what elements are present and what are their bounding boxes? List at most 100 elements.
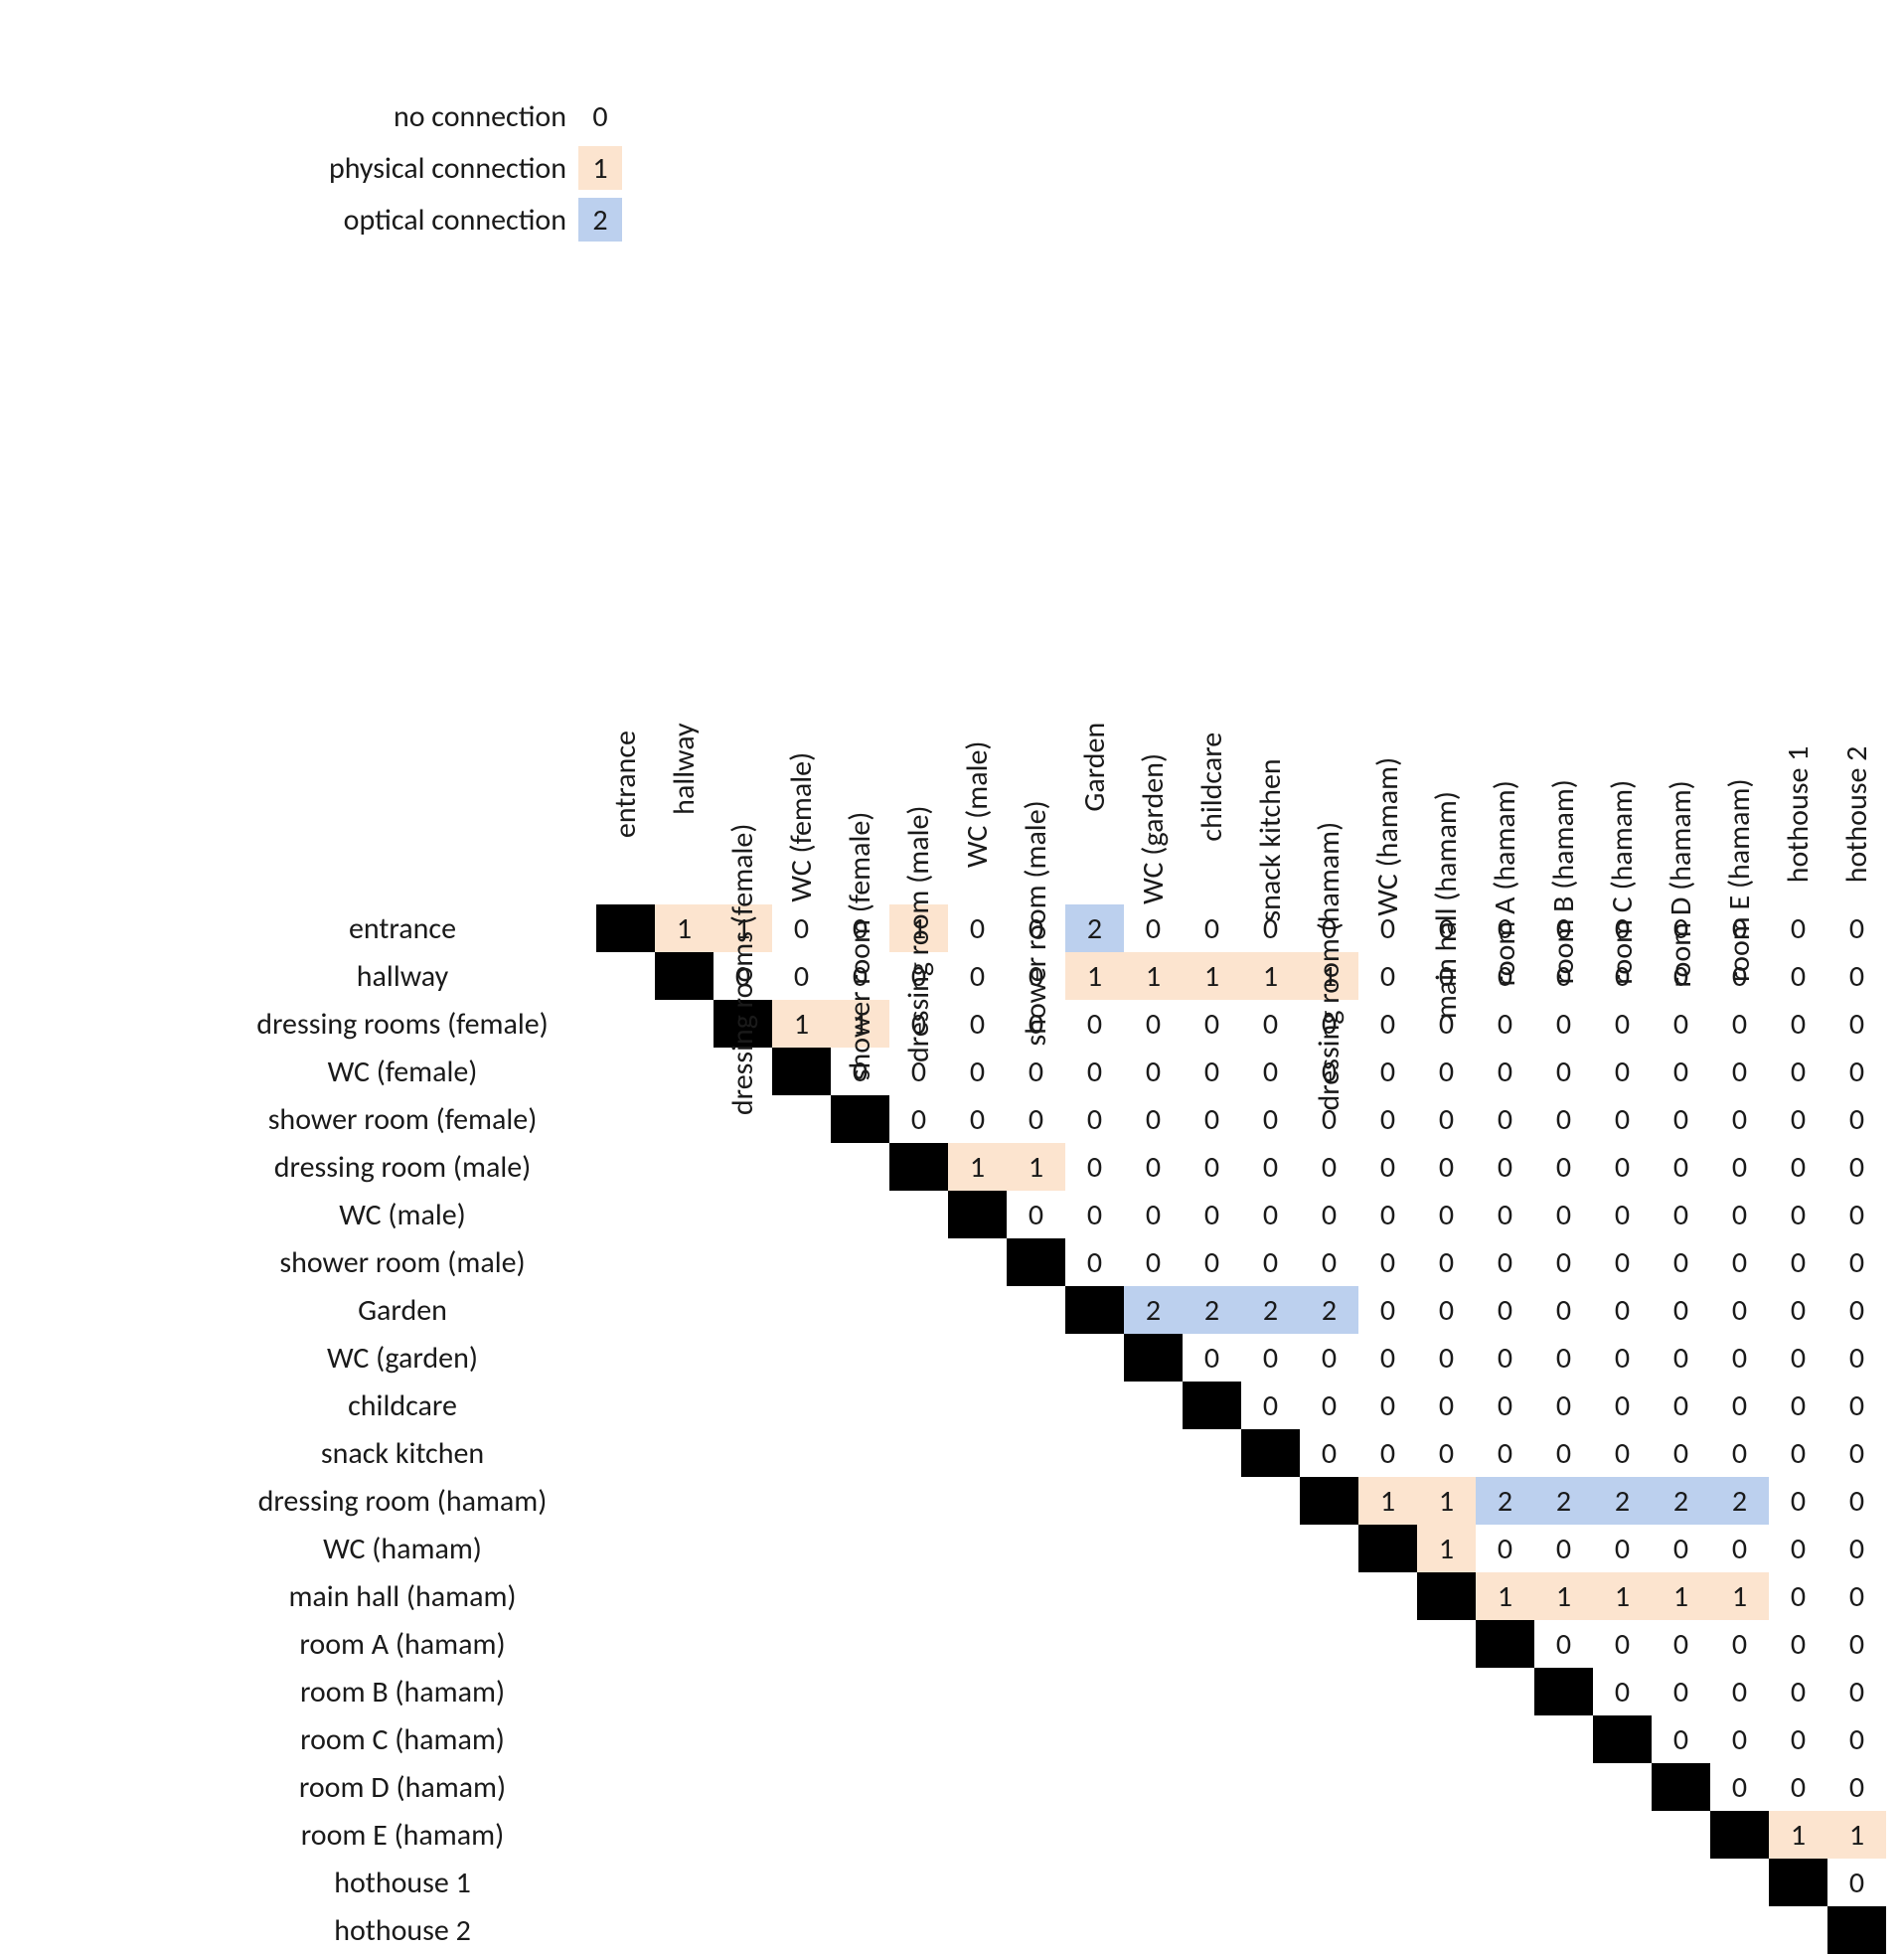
matrix-cell xyxy=(1007,1811,1065,1859)
matrix-cell xyxy=(1007,1382,1065,1429)
matrix-cell xyxy=(714,1525,772,1572)
matrix-cell: 0 xyxy=(1476,1191,1534,1238)
matrix-cell xyxy=(1065,1668,1124,1715)
matrix-cell xyxy=(889,1143,948,1191)
matrix-cell: 0 xyxy=(1593,1238,1652,1286)
matrix-cell xyxy=(1183,1715,1241,1763)
matrix-cell xyxy=(596,1715,655,1763)
matrix-cell xyxy=(889,1715,948,1763)
matrix-cell: 0 xyxy=(1827,1859,1886,1906)
matrix-cell: 1 xyxy=(1183,952,1241,1000)
matrix-cell xyxy=(1007,1477,1065,1525)
matrix-cell xyxy=(1417,1620,1476,1668)
matrix-cell xyxy=(948,1715,1007,1763)
matrix-cell xyxy=(1065,1477,1124,1525)
matrix-cell: 0 xyxy=(1710,1191,1769,1238)
matrix-cell xyxy=(1065,1429,1124,1477)
matrix-cell: 0 xyxy=(1534,1525,1593,1572)
matrix-cell xyxy=(831,1715,889,1763)
matrix-cell xyxy=(1652,1906,1710,1954)
matrix-cell: 0 xyxy=(1652,1143,1710,1191)
matrix-cell xyxy=(948,1620,1007,1668)
matrix-cell xyxy=(948,1191,1007,1238)
matrix-cell: 0 xyxy=(948,1095,1007,1143)
matrix-cell: 0 xyxy=(1710,1143,1769,1191)
column-header: hothouse 1 xyxy=(1769,427,1827,904)
connection-matrix: entrancehallwaydressing rooms (female)WC… xyxy=(209,427,1886,1954)
matrix-cell: 0 xyxy=(1358,1382,1417,1429)
matrix-cell xyxy=(889,1668,948,1715)
matrix-cell xyxy=(1007,1668,1065,1715)
matrix-cell: 0 xyxy=(1476,1000,1534,1048)
matrix-cell xyxy=(714,1191,772,1238)
matrix-cell xyxy=(948,1238,1007,1286)
matrix-cell xyxy=(1769,1859,1827,1906)
matrix-cell: 0 xyxy=(1358,1000,1417,1048)
matrix-cell xyxy=(831,1859,889,1906)
matrix-cell xyxy=(1358,1811,1417,1859)
matrix-cell: 0 xyxy=(1417,1191,1476,1238)
matrix-cell xyxy=(1124,1906,1183,1954)
matrix-cell xyxy=(1183,1477,1241,1525)
matrix-cell: 0 xyxy=(1065,1048,1124,1095)
matrix-cell: 0 xyxy=(1652,1429,1710,1477)
column-header: WC (hamam) xyxy=(1358,427,1417,904)
matrix-cell: 0 xyxy=(1007,1048,1065,1095)
matrix-cell xyxy=(831,1238,889,1286)
matrix-cell xyxy=(772,1477,831,1525)
matrix-cell: 0 xyxy=(1827,952,1886,1000)
matrix-cell: 0 xyxy=(1710,1286,1769,1334)
matrix-cell xyxy=(831,1811,889,1859)
matrix-cell: 0 xyxy=(1358,1191,1417,1238)
matrix-cell xyxy=(831,1906,889,1954)
column-header: room E (hamam) xyxy=(1710,427,1769,904)
matrix-cell: 0 xyxy=(1652,1382,1710,1429)
matrix-cell xyxy=(772,1668,831,1715)
matrix-cell xyxy=(1065,1763,1124,1811)
matrix-cell: 0 xyxy=(1710,1620,1769,1668)
matrix-cell xyxy=(1476,1620,1534,1668)
matrix-cell xyxy=(889,1286,948,1334)
matrix-cell xyxy=(772,1238,831,1286)
matrix-cell: 0 xyxy=(1593,1286,1652,1334)
matrix-cell: 0 xyxy=(1183,1238,1241,1286)
matrix-cell xyxy=(1476,1715,1534,1763)
matrix-cell xyxy=(831,1286,889,1334)
matrix-cell: 0 xyxy=(1769,1763,1827,1811)
matrix-cell xyxy=(889,1811,948,1859)
matrix-cell xyxy=(831,1095,889,1143)
matrix-cell xyxy=(1358,1572,1417,1620)
matrix-cell xyxy=(714,1811,772,1859)
matrix-cell: 0 xyxy=(1358,1334,1417,1382)
column-header-label: dressing room (male) xyxy=(900,796,937,1062)
matrix-cell xyxy=(772,1763,831,1811)
matrix-cell: 0 xyxy=(1476,1334,1534,1382)
matrix-cell: 2 xyxy=(1300,1286,1358,1334)
matrix-cell: 0 xyxy=(1769,1286,1827,1334)
legend-row: optical connection2 xyxy=(60,198,622,242)
matrix-cell xyxy=(889,1572,948,1620)
matrix-cell xyxy=(1417,1906,1476,1954)
matrix-cell: 0 xyxy=(948,1048,1007,1095)
column-header: shower room (female) xyxy=(831,427,889,904)
matrix-cell: 0 xyxy=(1534,1286,1593,1334)
matrix-cell: 0 xyxy=(1183,1095,1241,1143)
matrix-cell xyxy=(772,1906,831,1954)
matrix-cell: 0 xyxy=(1476,1429,1534,1477)
matrix-cell xyxy=(831,1143,889,1191)
matrix-cell: 0 xyxy=(1241,1095,1300,1143)
matrix-cell: 0 xyxy=(1300,1143,1358,1191)
row-header: room B (hamam) xyxy=(209,1668,596,1715)
matrix-cell xyxy=(655,1477,714,1525)
row-header: dressing room (hamam) xyxy=(209,1477,596,1525)
matrix-cell xyxy=(772,1429,831,1477)
matrix-cell xyxy=(1534,1811,1593,1859)
matrix-cell: 0 xyxy=(1769,1572,1827,1620)
matrix-cell: 0 xyxy=(1827,1143,1886,1191)
column-header-label: entrance xyxy=(607,722,644,839)
matrix-cell: 0 xyxy=(1065,1238,1124,1286)
matrix-cell: 0 xyxy=(1417,1382,1476,1429)
matrix-cell xyxy=(714,1334,772,1382)
matrix-cell: 0 xyxy=(1065,1191,1124,1238)
matrix-cell xyxy=(1124,1477,1183,1525)
